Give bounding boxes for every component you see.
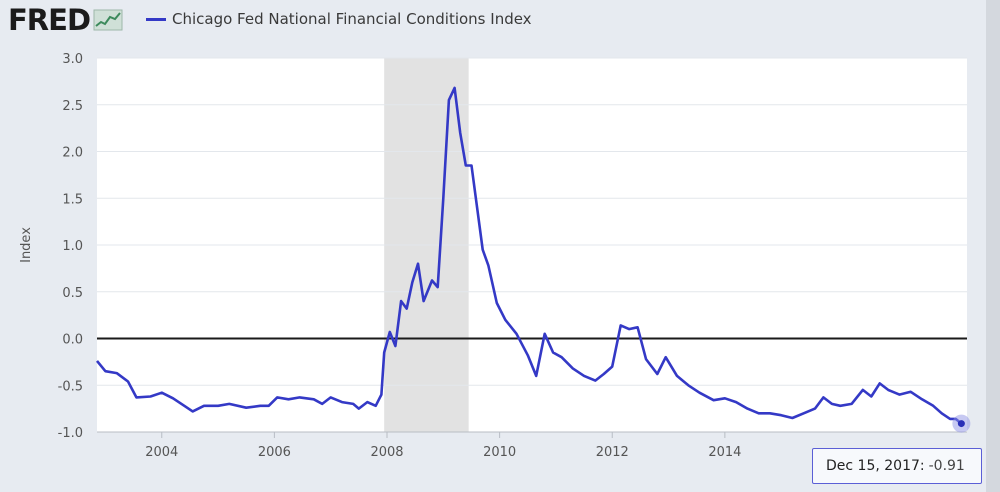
x-tick-label: 2012 (596, 445, 629, 460)
fred-logo[interactable]: FRED (8, 4, 123, 36)
x-tick-label: 2014 (708, 445, 741, 460)
y-tick-label: 1.0 (62, 239, 83, 254)
y-axis-label: Index (19, 227, 34, 263)
x-tick-label: 2006 (258, 445, 291, 460)
tooltip-date: Dec 15, 2017 (826, 458, 920, 474)
tooltip-value: -0.91 (928, 458, 965, 474)
legend-swatch (146, 17, 166, 21)
x-tick-label: 2004 (145, 445, 178, 460)
data-tooltip: Dec 15, 2017: -0.91 (812, 448, 982, 484)
chart-graph-icon (93, 9, 123, 31)
y-tick-label: 2.0 (62, 146, 83, 161)
legend-label: Chicago Fed National Financial Condition… (172, 10, 532, 28)
x-tick-label: 2008 (370, 445, 403, 460)
chart-legend[interactable]: Chicago Fed National Financial Condition… (146, 10, 532, 28)
series-line (95, 86, 963, 425)
x-tick-label: 2010 (483, 445, 516, 460)
chart-header: FRED Chicago Fed National Financial Cond… (0, 0, 1000, 46)
tooltip-separator: : (919, 458, 925, 474)
y-tick-label: -1.0 (58, 426, 83, 441)
highlight-point (957, 420, 965, 428)
vertical-scrollbar[interactable] (986, 0, 1000, 492)
y-tick-label: 3.0 (62, 52, 83, 67)
logo-text: FRED (8, 3, 91, 37)
y-tick-label: -0.5 (58, 379, 83, 394)
y-tick-label: 1.5 (62, 192, 83, 207)
y-tick-label: 0.5 (62, 286, 83, 301)
y-tick-label: 0.0 (62, 333, 83, 348)
y-tick-label: 2.5 (62, 99, 83, 114)
